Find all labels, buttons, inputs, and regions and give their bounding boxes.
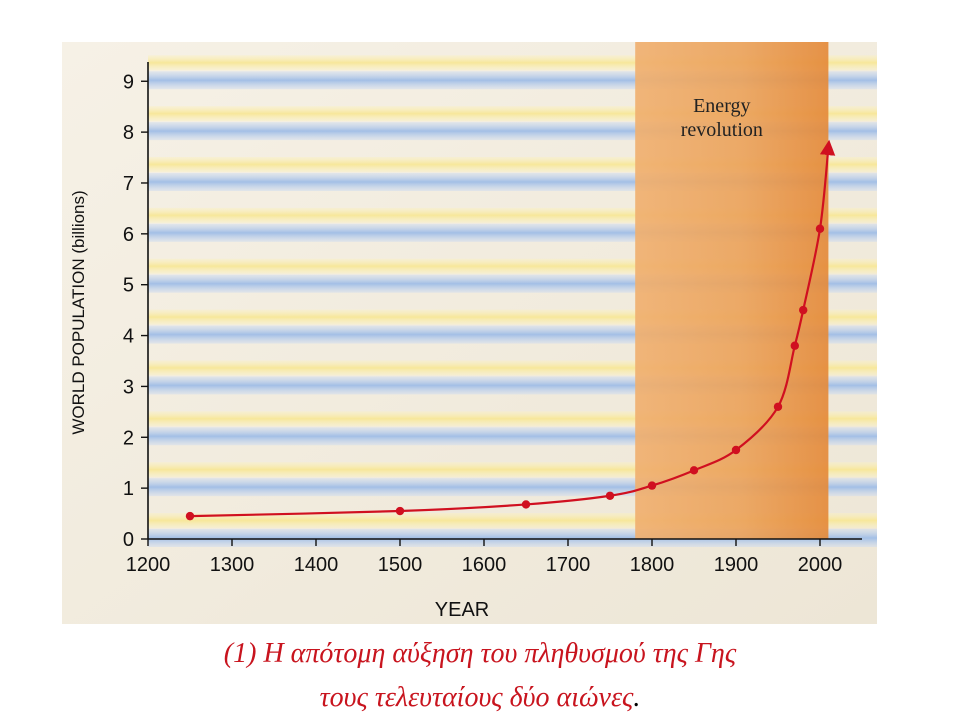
y-tick-label: 0 — [123, 529, 134, 551]
x-tick-label: 1700 — [546, 554, 591, 576]
y-tick-label: 8 — [123, 122, 134, 144]
y-tick-label: 6 — [123, 224, 134, 246]
caption-line-2-text: τους τελευταίους δύο αιώνες — [319, 682, 634, 713]
data-point — [521, 500, 531, 509]
x-tick-label: 1600 — [462, 554, 507, 576]
x-tick-label: 2000 — [798, 554, 843, 576]
x-tick-label: 1800 — [630, 554, 675, 576]
x-axis-title: YEAR — [435, 599, 489, 621]
energy-revolution-label: Energy revolution — [681, 95, 763, 141]
energy-label-line2: revolution — [681, 119, 763, 141]
population-chart: Energy revolution 0 1 2 3 4 5 6 7 8 9 1200 1300 1400… — [62, 42, 877, 624]
x-tick-label: 1400 — [294, 554, 339, 576]
y-tick-label: 1 — [123, 478, 134, 500]
data-point — [185, 511, 195, 521]
data-point — [773, 402, 783, 411]
x-tick-label: 1200 — [126, 554, 171, 576]
y-tick-label: 4 — [123, 326, 134, 348]
data-points — [185, 224, 825, 521]
caption: (1) Η απότομη αύξηση του πληθυσμού της Γ… — [0, 632, 960, 720]
data-point — [395, 506, 405, 516]
caption-end-mark: . — [633, 682, 641, 713]
data-point — [647, 481, 657, 490]
caption-line-1: (1) Η απότομη αύξηση του πληθυσμού της Γ… — [223, 638, 737, 669]
y-tick-label: 3 — [123, 376, 134, 398]
y-tick-label: 9 — [123, 71, 134, 93]
x-tick-label: 1900 — [714, 554, 759, 576]
y-tick-label: 5 — [123, 275, 134, 297]
caption-line-2: τους τελευταίους δύο αιώνες. — [0, 676, 960, 720]
x-tick-label: 1300 — [210, 554, 255, 576]
data-point — [689, 466, 699, 475]
y-axis-title: WORLD POPULATION (billions) — [69, 190, 88, 434]
data-point — [815, 224, 825, 233]
x-tick-label: 1500 — [378, 554, 423, 576]
energy-label-line1: Energy — [693, 95, 750, 117]
data-point — [790, 341, 799, 350]
y-tick-label: 2 — [123, 427, 134, 449]
y-tick-label: 7 — [123, 173, 134, 195]
data-point — [799, 305, 808, 315]
axis-ticks: 0 1 2 3 4 5 6 7 8 9 1200 1300 1400 1500 1600 1700 1800 19… — [123, 71, 842, 576]
data-point — [731, 445, 741, 455]
energy-revolution-region — [635, 42, 829, 539]
data-point — [605, 491, 615, 500]
